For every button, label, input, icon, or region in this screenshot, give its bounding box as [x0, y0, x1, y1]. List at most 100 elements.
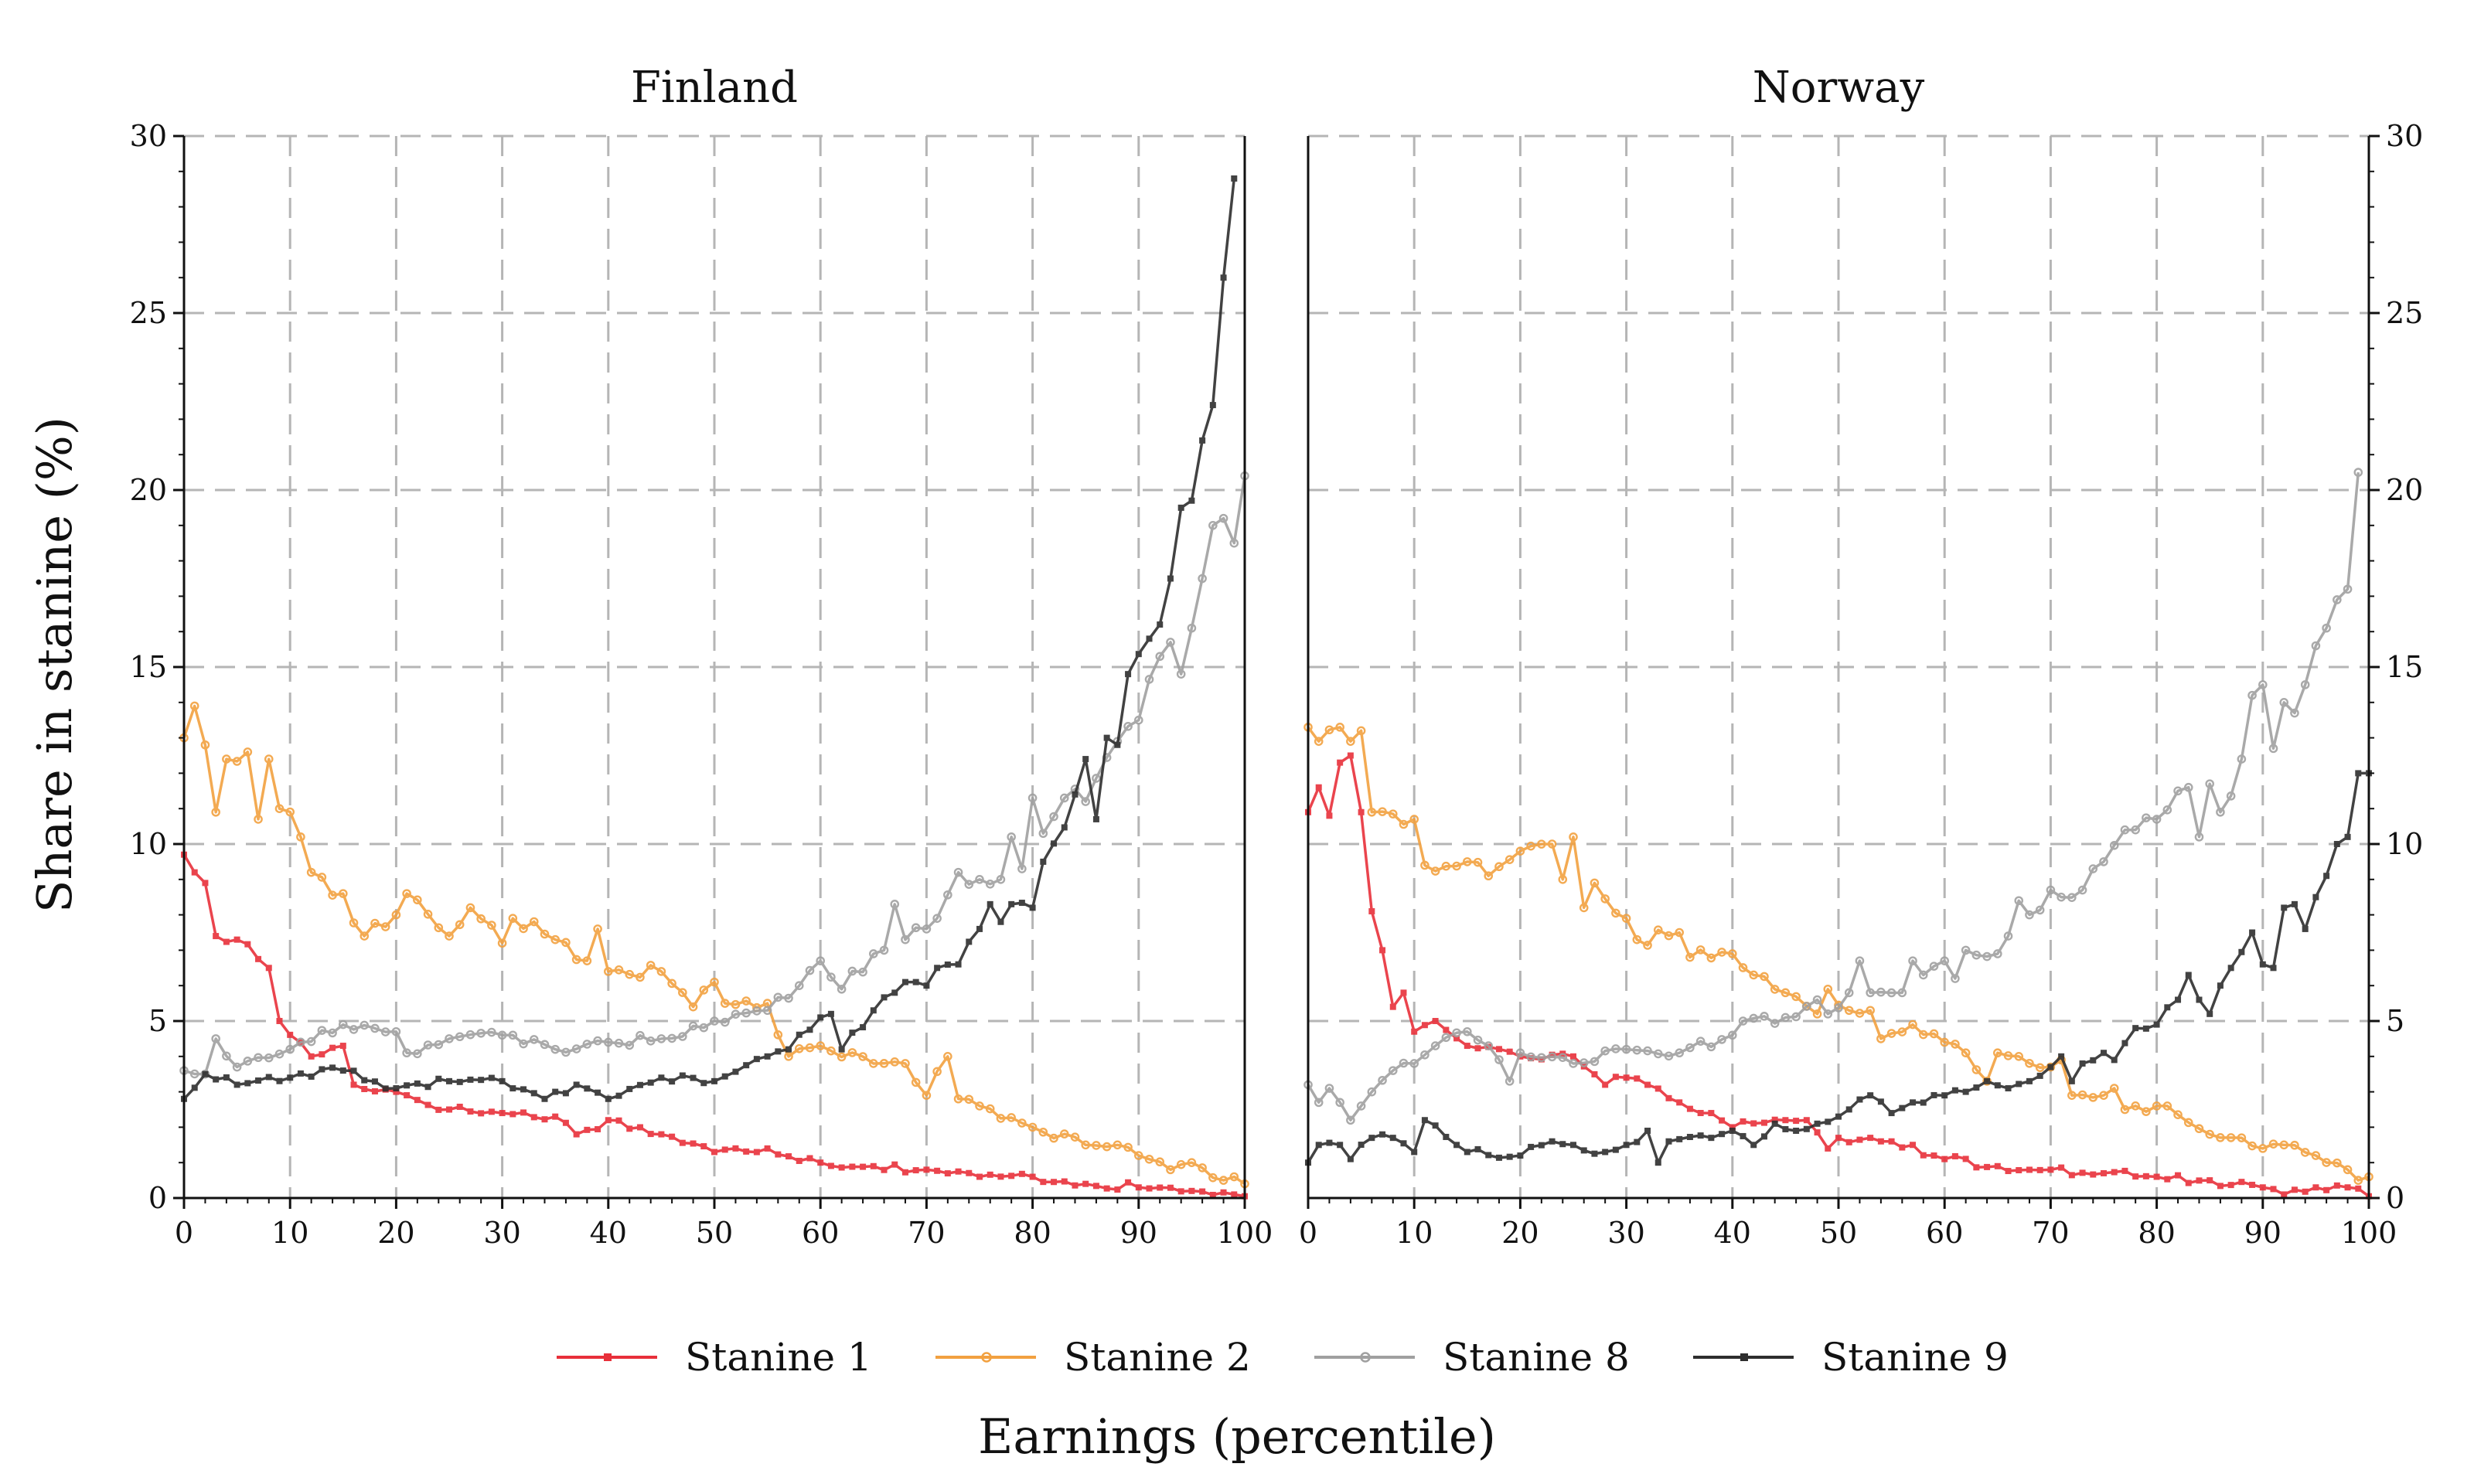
data-point: [1644, 1081, 1651, 1088]
data-point: [1114, 741, 1121, 748]
data-point: [1113, 1140, 1123, 1150]
data-point: [1092, 815, 1099, 822]
data-point: [2121, 1167, 2128, 1174]
data-point: [1941, 1156, 1948, 1162]
data-point: [202, 880, 209, 887]
data-point: [296, 1037, 305, 1047]
data-point: [1008, 900, 1015, 907]
data-point: [497, 938, 507, 948]
data-point: [1992, 949, 2002, 958]
data-point: [669, 1078, 676, 1085]
data-point: [934, 1167, 941, 1174]
data-point: [1081, 1140, 1090, 1150]
data-point: [361, 1085, 368, 1092]
data-point: [922, 1091, 932, 1100]
data-point: [1537, 839, 1546, 849]
data-point: [1356, 726, 1366, 736]
data-point: [1856, 1136, 1863, 1143]
data-point: [189, 701, 199, 711]
series-stanine-9-norway: [1305, 770, 2372, 1166]
data-point: [2249, 1181, 2256, 1188]
data-point: [1072, 791, 1079, 798]
data-point: [1675, 1048, 1684, 1058]
data-point: [1653, 925, 1663, 934]
data-point: [1867, 1135, 1874, 1142]
data-point: [2173, 786, 2183, 796]
data-point: [404, 1082, 411, 1089]
data-point: [1549, 1138, 1556, 1145]
legend-label-stanine-9: Stanine 9: [1821, 1335, 2009, 1380]
data-point: [1623, 1142, 1630, 1149]
data-point: [233, 1081, 240, 1088]
legend-item-stanine-1: Stanine 1: [557, 1335, 872, 1380]
data-point: [2088, 864, 2098, 873]
data-point: [1421, 1117, 1428, 1124]
data-point: [287, 1031, 294, 1038]
data-point: [2058, 1053, 2065, 1060]
data-point: [743, 1062, 750, 1069]
data-point: [1526, 841, 1535, 851]
data-point: [1495, 1154, 1502, 1161]
data-point: [582, 956, 592, 965]
data-point: [1579, 903, 1589, 913]
x-tick-label: 30: [1607, 1216, 1644, 1250]
data-point: [1134, 715, 1143, 725]
y-tick-label: 15: [130, 650, 167, 684]
data-point: [1464, 1043, 1470, 1050]
data-point: [1208, 521, 1218, 530]
data-point: [1400, 1140, 1407, 1147]
data-point: [860, 1024, 867, 1031]
data-point: [1218, 513, 1228, 523]
data-point: [1549, 1051, 1556, 1058]
data-point: [232, 757, 242, 766]
data-point: [1727, 1030, 1737, 1040]
data-point: [2290, 708, 2299, 718]
data-point: [1072, 1182, 1079, 1189]
data-point: [1495, 1046, 1502, 1053]
y-tick-label: 25: [2386, 296, 2423, 330]
data-point: [1686, 1105, 1693, 1112]
data-point: [1971, 1065, 1982, 1074]
data-point: [1092, 1141, 1101, 1150]
data-point: [1781, 988, 1791, 998]
data-point: [2101, 1050, 2107, 1057]
data-point: [1634, 1075, 1641, 1082]
data-point: [2109, 1084, 2119, 1093]
data-point: [2014, 896, 2024, 906]
data-point: [1199, 1188, 1206, 1195]
x-tick-label: 40: [590, 1216, 627, 1250]
data-point: [1644, 1127, 1651, 1134]
data-point: [860, 1163, 867, 1170]
data-point: [1051, 840, 1058, 847]
data-point: [1070, 1132, 1080, 1142]
data-point: [1209, 402, 1216, 409]
data-point: [647, 1079, 654, 1086]
data-point: [656, 967, 666, 976]
y-axis-label: Share in stanine (%): [26, 417, 83, 913]
data-point: [1346, 737, 1355, 746]
data-point: [571, 1044, 581, 1053]
data-point: [1314, 737, 1324, 746]
x-tick-label: 40: [1714, 1216, 1751, 1250]
data-point: [319, 1051, 325, 1058]
data-point: [1982, 951, 1992, 962]
data-point: [393, 1085, 400, 1092]
data-point: [1855, 1009, 1865, 1018]
data-point: [1738, 1016, 1748, 1026]
data-point: [2290, 1140, 2299, 1150]
grid-norway: [1308, 134, 2370, 1198]
data-point: [901, 1059, 910, 1068]
data-point: [573, 1081, 580, 1088]
data-point: [1760, 1119, 1767, 1126]
legend-marker-stanine-2: [981, 1352, 992, 1363]
data-point: [2099, 857, 2108, 866]
data-point: [1611, 1044, 1620, 1053]
data-point: [679, 1139, 686, 1146]
data-point: [541, 1095, 548, 1102]
data-point: [1760, 1133, 1767, 1140]
data-point: [1845, 1106, 1852, 1113]
data-point: [1409, 1059, 1419, 1068]
data-point: [254, 815, 263, 824]
data-point: [2344, 833, 2351, 840]
data-point: [413, 1049, 422, 1059]
